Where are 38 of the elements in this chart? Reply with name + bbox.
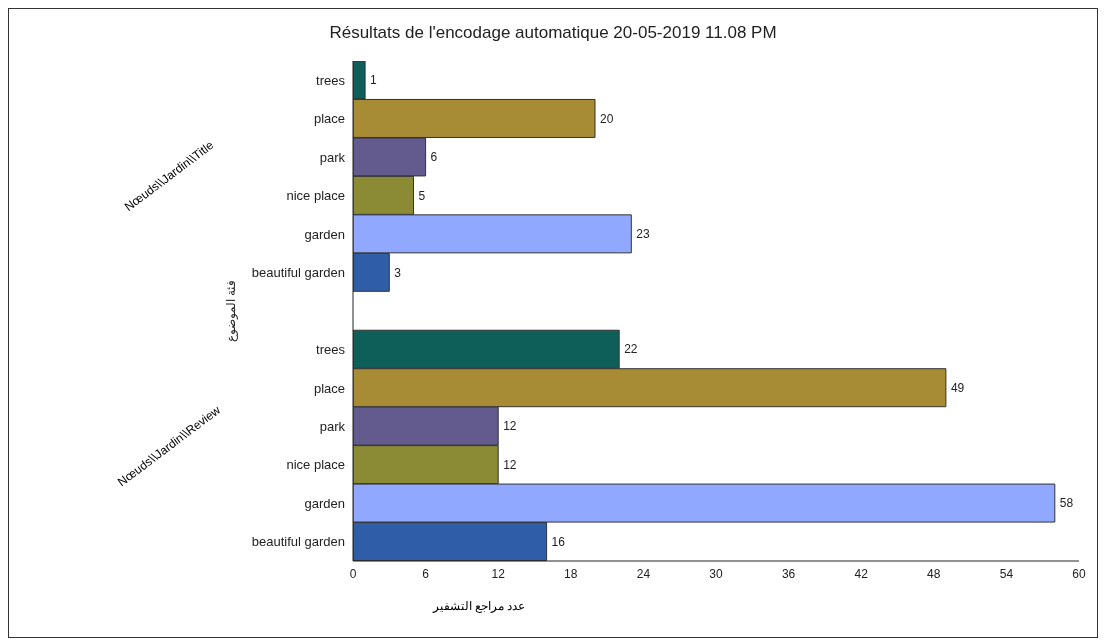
x-tick-label: 30 — [709, 566, 723, 581]
data-label: 12 — [503, 457, 517, 472]
y-tick-label: place — [313, 380, 345, 396]
y-tick-label: nice place — [286, 188, 345, 204]
y-tick-label: trees — [316, 72, 346, 88]
x-tick-label: 24 — [636, 566, 651, 581]
data-label: 49 — [950, 380, 965, 395]
x-tick-label: 48 — [927, 566, 941, 581]
data-label: 22 — [624, 342, 638, 357]
y-tick-label: garden — [304, 226, 345, 242]
x-tick-label: 36 — [781, 566, 796, 581]
data-label: 23 — [636, 227, 650, 242]
y-tick-label: park — [319, 419, 346, 434]
x-tick-label: 6 — [422, 566, 430, 581]
x-axis-title: عدد مراجع التشفير — [431, 599, 527, 613]
y-tick-label: beautiful garden — [251, 534, 345, 550]
data-label: 3 — [394, 265, 402, 280]
y-tick-label: beautiful garden — [251, 265, 345, 281]
y-tick-label: trees — [316, 342, 346, 358]
chart-title: Résultats de l'encodage automatique 20-05-2019 11.08 PM — [328, 23, 778, 43]
data-label: 20 — [600, 111, 614, 126]
x-tick-label: 18 — [564, 566, 578, 581]
y-tick-label: garden — [304, 495, 345, 511]
data-label: 5 — [418, 188, 426, 203]
x-tick-label: 42 — [854, 566, 869, 581]
x-tick-label: 0 — [349, 566, 357, 581]
y-tick-label: place — [313, 111, 345, 127]
data-label: 6 — [430, 150, 438, 165]
x-tick-label: 60 — [1072, 566, 1086, 581]
y-axis-title: فئة الموضوع — [224, 279, 239, 343]
data-label: 58 — [1059, 496, 1074, 511]
data-label: 1 — [370, 73, 378, 88]
x-tick-label: 54 — [999, 566, 1014, 581]
data-label: 12 — [503, 419, 517, 434]
x-tick-label: 12 — [491, 566, 506, 581]
y-tick-label: park — [319, 149, 346, 165]
y-tick-label: nice place — [286, 457, 345, 473]
data-label: 16 — [551, 534, 566, 549]
